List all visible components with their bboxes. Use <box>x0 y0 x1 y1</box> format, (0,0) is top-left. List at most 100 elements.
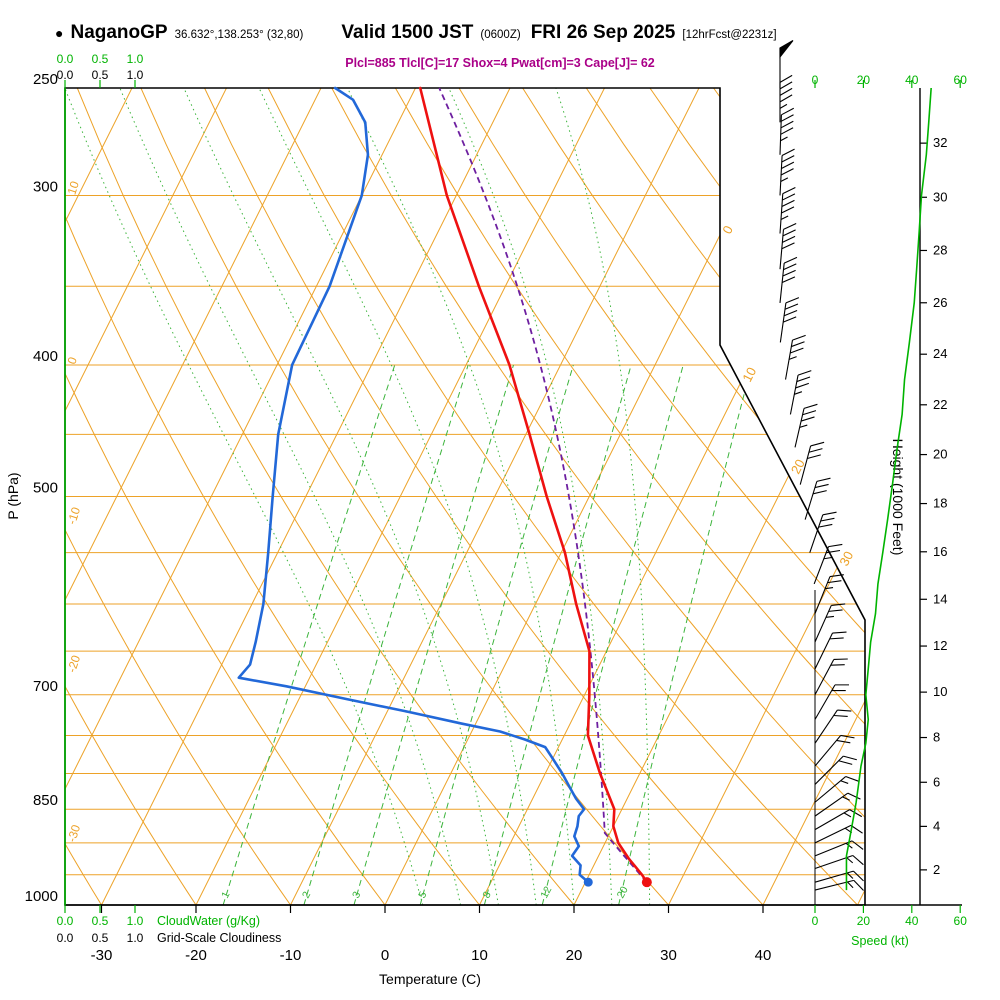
svg-text:32: 32 <box>933 135 947 150</box>
svg-text:40: 40 <box>905 73 919 87</box>
isotherm-label: 10 <box>739 365 759 385</box>
svg-text:14: 14 <box>933 591 947 606</box>
svg-text:1.0: 1.0 <box>127 52 144 66</box>
mixing-ratio-label: 8 <box>480 889 493 900</box>
dry-adiabat-label: 0 <box>65 355 80 366</box>
station-name: NaganoGP <box>70 22 168 43</box>
isotherm-label: 30 <box>836 549 856 569</box>
svg-text:10: 10 <box>471 947 488 964</box>
station-dot-icon: ● <box>55 25 64 41</box>
mixing-ratio-label: 2 <box>300 889 313 900</box>
speed-scale: 0 0 20 20 40 40 60 60 Speed (kt) <box>812 73 968 948</box>
svg-text:40: 40 <box>905 914 919 928</box>
mixing-ratio-label: 12 <box>538 884 554 900</box>
svg-text:24: 24 <box>933 346 947 361</box>
svg-text:26: 26 <box>933 295 947 310</box>
svg-text:0.5: 0.5 <box>92 68 109 82</box>
cloudwater-label: CloudWater (g/Kg) <box>157 914 260 928</box>
svg-text:20: 20 <box>857 914 871 928</box>
svg-text:20: 20 <box>566 947 583 964</box>
pressure-axis-label: P (hPa) <box>5 472 21 519</box>
svg-text:6: 6 <box>933 774 940 789</box>
svg-text:-30: -30 <box>91 947 113 964</box>
svg-text:20: 20 <box>933 447 947 462</box>
dry-adiabat-label: -30 <box>65 823 84 844</box>
dry-adiabat-label: 10 <box>65 179 83 196</box>
wind-speed-curve <box>845 87 932 891</box>
temperature-curve <box>418 86 649 884</box>
mixing-ratio-lines <box>222 364 753 905</box>
svg-text:0: 0 <box>812 73 819 87</box>
svg-text:0.0: 0.0 <box>57 52 74 66</box>
parcel-curve <box>438 87 648 883</box>
params-line: Plcl=885 Tlcl[C]=17 Shox=4 Pwat[cm]=3 Ca… <box>345 56 655 70</box>
svg-text:0.0: 0.0 <box>57 68 74 82</box>
dry-adiabats <box>65 88 865 905</box>
height-axis-label: Height (1000 Feet) <box>890 439 906 556</box>
mixing-ratio-label: 20 <box>615 884 631 900</box>
mixing-ratio-label: 5 <box>416 889 429 900</box>
mixing-ratio-label: 1 <box>219 889 232 900</box>
station-coords: 36.632°,138.253° (32,80) <box>174 29 304 41</box>
svg-text:0.0: 0.0 <box>57 914 74 928</box>
svg-text:20: 20 <box>857 73 871 87</box>
svg-text:-20: -20 <box>185 947 207 964</box>
background-grid <box>65 88 865 905</box>
valid-time: Valid 1500 JST <box>341 22 474 43</box>
svg-text:0: 0 <box>812 914 819 928</box>
svg-text:28: 28 <box>933 242 947 257</box>
svg-text:700: 700 <box>33 678 58 695</box>
isotherm-label: 0 <box>719 223 736 236</box>
forecast-tag: [12hrFcst@2231z] <box>682 29 777 41</box>
svg-text:60: 60 <box>954 73 968 87</box>
valid-date: FRI 26 Sep 2025 <box>530 22 676 43</box>
valid-utc: (0600Z) <box>480 29 521 41</box>
svg-text:4: 4 <box>933 818 940 833</box>
svg-text:1.0: 1.0 <box>127 931 144 945</box>
svg-text:22: 22 <box>933 397 947 412</box>
mixing-ratio-label: 3 <box>350 889 363 900</box>
svg-text:-10: -10 <box>280 947 302 964</box>
svg-text:60: 60 <box>954 914 968 928</box>
dewpoint-curve <box>237 86 590 884</box>
title-bar: ● NaganoGP 36.632°,138.253° (32,80) Vali… <box>55 22 995 44</box>
svg-text:0.5: 0.5 <box>92 52 109 66</box>
svg-text:30: 30 <box>933 189 947 204</box>
svg-text:1.0: 1.0 <box>127 914 144 928</box>
svg-text:12: 12 <box>933 638 947 653</box>
svg-text:8: 8 <box>933 730 940 745</box>
surface-temperature-dot <box>641 877 652 888</box>
svg-text:40: 40 <box>755 947 772 964</box>
svg-text:30: 30 <box>660 947 677 964</box>
svg-text:2: 2 <box>933 862 940 877</box>
isotherm-label: 20 <box>788 457 808 477</box>
svg-text:10: 10 <box>933 684 947 699</box>
svg-text:400: 400 <box>33 348 58 365</box>
svg-text:1000: 1000 <box>25 888 58 905</box>
dry-adiabat-label: -10 <box>65 505 84 526</box>
svg-text:0.5: 0.5 <box>92 931 109 945</box>
svg-text:850: 850 <box>33 792 58 809</box>
surface-dewpoint-dot <box>583 877 593 887</box>
speed-axis-label: Speed (kt) <box>851 934 909 948</box>
dry-adiabat-label: -20 <box>65 653 84 674</box>
cloudiness-label: Grid-Scale Cloudiness <box>157 931 281 945</box>
svg-text:300: 300 <box>33 178 58 195</box>
svg-text:0.0: 0.0 <box>57 931 74 945</box>
svg-text:1.0: 1.0 <box>127 68 144 82</box>
svg-text:18: 18 <box>933 496 947 511</box>
svg-text:0: 0 <box>381 947 389 964</box>
svg-text:16: 16 <box>933 544 947 559</box>
temperature-tick-labels: -30 -20 -10 0 10 20 30 40 Temperature (C) <box>91 905 772 987</box>
pressure-gridlines <box>65 194 865 876</box>
svg-text:250: 250 <box>33 71 58 88</box>
svg-text:500: 500 <box>33 480 58 497</box>
wind-barbs <box>779 40 864 905</box>
cloudwater-axis: 0.0 0.0 0.0 0.0 0.5 0.5 0.5 0.5 1.0 1.0 1.0 1.0 Clou… <box>57 52 282 945</box>
temperature-axis-label: Temperature (C) <box>379 971 481 987</box>
pressure-tick-labels: 250 300 400 500 700 850 1000 P (hPa) <box>5 71 58 905</box>
